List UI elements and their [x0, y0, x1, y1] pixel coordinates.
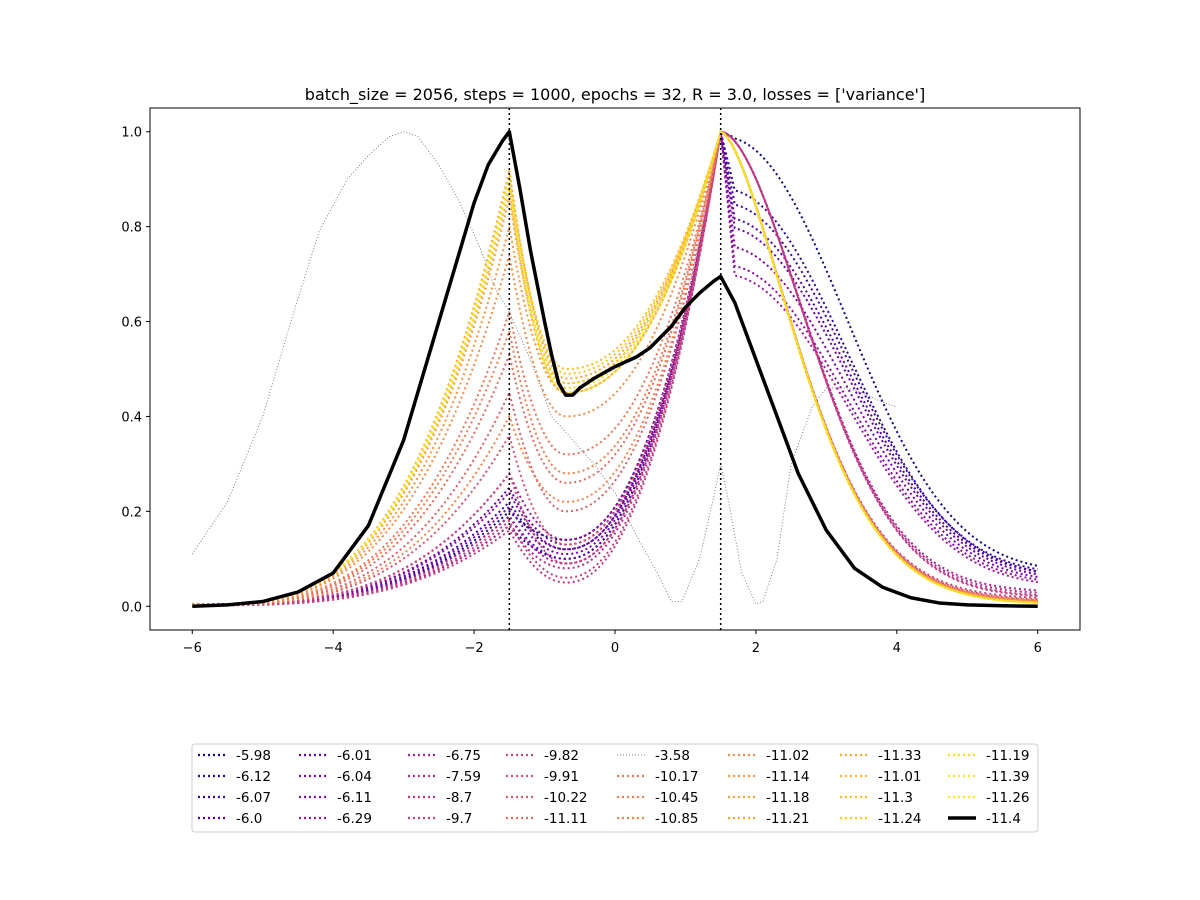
legend-label: -5.98 — [236, 748, 271, 764]
legend-label: -3.58 — [655, 748, 690, 764]
legend-label: -11.14 — [766, 769, 810, 785]
legend-label: -11.01 — [878, 769, 922, 785]
y-tick-label: 0.6 — [121, 316, 142, 331]
legend-label: -10.85 — [655, 811, 699, 827]
series-line-16 — [192, 130, 1038, 606]
legend-label: -9.91 — [544, 769, 579, 785]
legend: -5.98 -6.12 -6.07 -6.0 -6.01 -6.04 -6.11 -6.29 -… — [191, 743, 1039, 833]
series-line-12 — [192, 130, 1038, 606]
legend-label: -11.4 — [986, 811, 1021, 827]
legend-label: -11.21 — [766, 811, 810, 827]
series-line-14 — [192, 130, 1038, 606]
legend-label: -11.02 — [766, 748, 810, 764]
x-tick-label: −6 — [183, 641, 202, 656]
legend-label: -11.24 — [878, 811, 922, 827]
x-tick-label: 6 — [1034, 641, 1042, 656]
legend-label: -6.01 — [337, 748, 372, 764]
chart-title: batch_size = 2056, steps = 1000, epochs … — [305, 85, 925, 105]
x-tick-label: 2 — [752, 641, 760, 656]
series-line-26 — [192, 130, 1038, 606]
legend-label: -6.11 — [337, 790, 372, 806]
legend-label: -10.45 — [655, 790, 699, 806]
legend-label: -11.19 — [986, 748, 1030, 764]
legend-label: -6.04 — [337, 769, 372, 785]
legend-label: -11.26 — [986, 790, 1030, 806]
legend-label: -9.7 — [446, 811, 472, 827]
x-tick-label: 0 — [611, 641, 619, 656]
legend-label: -11.18 — [766, 790, 810, 806]
y-tick-label: 0.2 — [121, 505, 142, 520]
legend-label: -6.75 — [446, 748, 481, 764]
legend-label: -6.07 — [236, 790, 271, 806]
x-tick-label: 4 — [893, 641, 901, 656]
axis-ticks: −6 −4 −2 0 2 4 6 0.0 0.2 0.4 0.6 0.8 1.0 — [121, 126, 1042, 656]
legend-label: -6.29 — [337, 811, 372, 827]
series-line-5 — [192, 131, 1038, 606]
legend-label: -11.39 — [986, 769, 1030, 785]
plot-area — [191, 108, 1038, 630]
series-line-29 — [192, 130, 1038, 606]
legend-label: -10.22 — [544, 790, 588, 806]
y-tick-label: 0.4 — [121, 410, 142, 425]
x-tick-label: −4 — [324, 641, 343, 656]
legend-label: -11.11 — [544, 811, 588, 827]
legend-label: -6.0 — [236, 811, 262, 827]
series-line-best — [192, 129, 1038, 609]
series-line-11 — [192, 130, 1038, 607]
legend-label: -6.12 — [236, 769, 271, 785]
legend-label: -9.82 — [544, 748, 579, 764]
y-tick-label: 0.0 — [121, 600, 142, 615]
y-tick-label: 0.8 — [121, 221, 142, 236]
axes-frame — [149, 107, 1081, 631]
legend-box — [191, 743, 1039, 833]
legend-label: -11.3 — [878, 790, 913, 806]
x-tick-label: −2 — [465, 641, 484, 656]
legend-label: -7.59 — [446, 769, 481, 785]
legend-label: -10.17 — [655, 769, 699, 785]
series-line-13 — [192, 130, 1038, 606]
legend-label: -8.7 — [446, 790, 472, 806]
y-tick-label: 1.0 — [121, 126, 142, 141]
series-line-15 — [192, 130, 1038, 606]
legend-label: -11.33 — [878, 748, 922, 764]
